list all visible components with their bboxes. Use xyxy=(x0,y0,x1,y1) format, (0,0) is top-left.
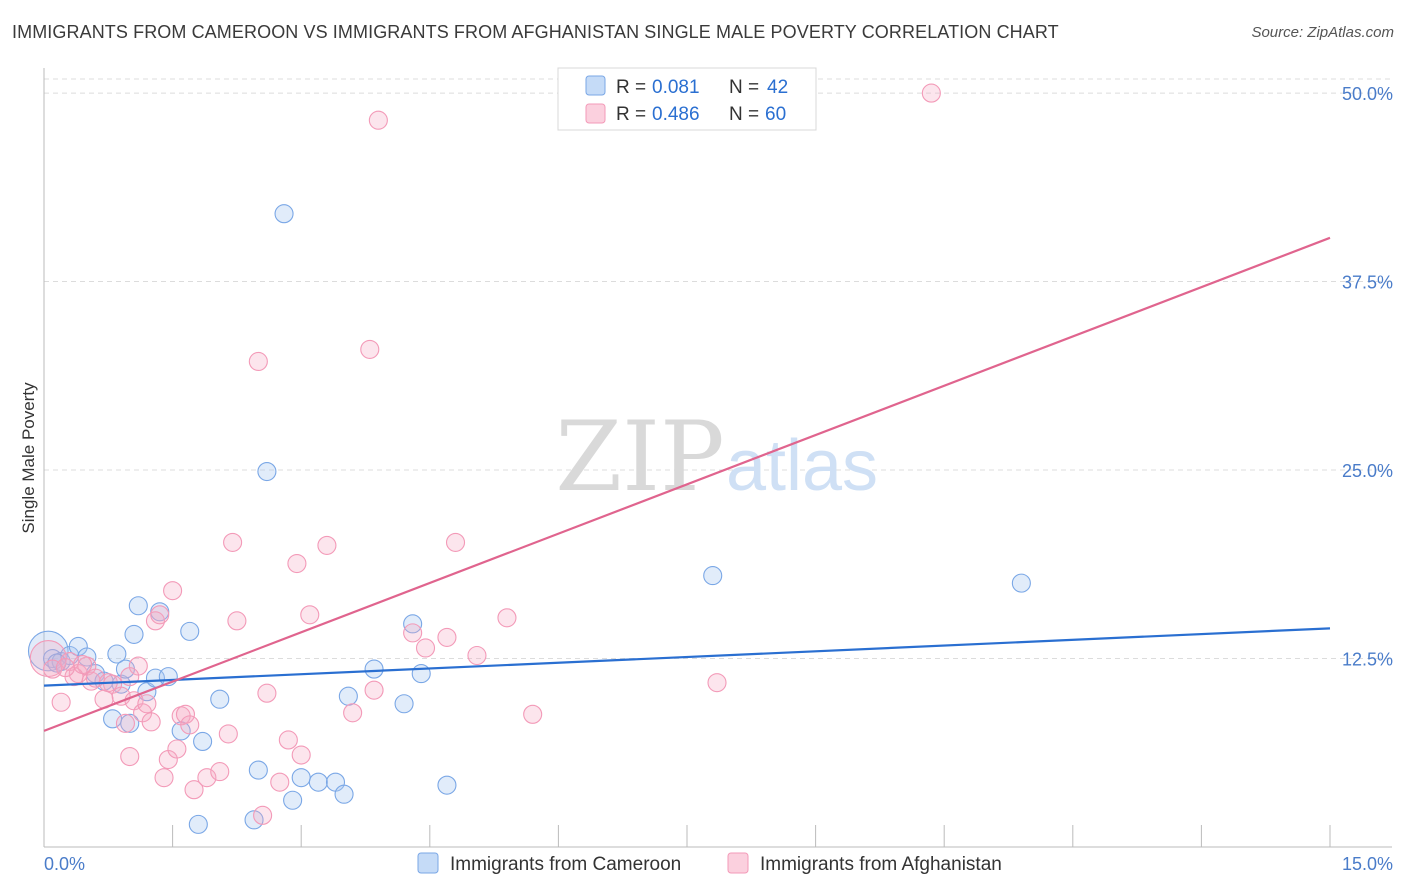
y-tick-label-2: 37.5% xyxy=(1342,273,1393,293)
point-afghanistan-19 xyxy=(150,605,170,625)
trend-lines xyxy=(43,236,1331,732)
point-afghanistan-52 xyxy=(523,704,543,724)
y-tick-label-0: 12.5% xyxy=(1342,650,1393,670)
point-afghanistan-51 xyxy=(497,608,517,628)
point-afghanistan-30 xyxy=(218,724,238,744)
axes xyxy=(43,68,1392,848)
legend-r-value-2: 0.486 xyxy=(652,104,700,125)
point-cameroon-40 xyxy=(1011,573,1031,593)
point-afghanistan-26 xyxy=(180,715,200,735)
legend-swatch-afghanistan xyxy=(585,103,606,124)
point-afghanistan-12 xyxy=(120,746,140,767)
point-afghanistan-2 xyxy=(51,692,71,712)
point-cameroon-30 xyxy=(308,772,328,792)
point-cameroon-12 xyxy=(120,713,140,733)
point-afghanistan-38 xyxy=(287,553,307,574)
bottom-legend-label-afghanistan: Immigrants from Afghanistan xyxy=(760,854,1002,875)
legend-n-label-2: N = xyxy=(729,104,759,125)
point-afghanistan-54 xyxy=(921,83,941,103)
point-afghanistan-22 xyxy=(163,581,183,601)
watermark: ZIP atlas xyxy=(555,401,878,513)
bottom-legend: Immigrants from Cameroon Immigrants from… xyxy=(417,852,1002,875)
point-afghanistan-31 xyxy=(223,532,243,552)
point-afghanistan-27 xyxy=(184,780,204,800)
point-afghanistan-17 xyxy=(141,712,161,732)
point-cameroon-34 xyxy=(364,659,384,679)
point-afghanistan-56 xyxy=(73,655,93,675)
point-afghanistan-40 xyxy=(300,605,320,625)
point-cameroon-35 xyxy=(394,694,414,714)
point-afghanistan-34 xyxy=(253,805,273,825)
point-afghanistan-47 xyxy=(415,638,436,658)
point-cameroon-25 xyxy=(248,760,268,780)
bottom-legend-label-cameroon: Immigrants from Cameroon xyxy=(450,854,681,875)
point-afghanistan-45 xyxy=(368,110,388,130)
point-cameroon-23 xyxy=(210,689,230,709)
point-cameroon-14 xyxy=(128,596,148,616)
point-afghanistan-32 xyxy=(227,611,247,631)
x-tick-label-0: 0.0% xyxy=(44,854,85,874)
point-afghanistan-16 xyxy=(137,694,157,714)
point-afghanistan-36 xyxy=(270,772,290,792)
point-afghanistan-25 xyxy=(175,704,196,724)
y-tick-label-1: 25.0% xyxy=(1342,461,1393,481)
point-afghanistan-33 xyxy=(248,351,268,372)
point-cameroon-38 xyxy=(437,775,457,795)
series-afghanistan-points xyxy=(29,83,941,825)
point-afghanistan-20 xyxy=(154,768,174,788)
legend-r-label-2: R = xyxy=(616,104,646,125)
chart-title: IMMIGRANTS FROM CAMEROON VS IMMIGRANTS F… xyxy=(12,22,1059,42)
legend-r-label-1: R = xyxy=(616,77,646,98)
watermark-atlas: atlas xyxy=(726,426,878,506)
bottom-legend-swatch-cameroon xyxy=(417,852,439,874)
point-afghanistan-50 xyxy=(467,645,487,666)
point-cameroon-32 xyxy=(334,784,354,804)
trend-line-afghanistan xyxy=(43,236,1331,732)
trend-line-cameroon xyxy=(43,627,1331,687)
point-afghanistan-49 xyxy=(445,532,466,552)
point-cameroon-9 xyxy=(107,644,127,664)
legend: R = 0.081 N = 42 R = 0.486 N = 60 xyxy=(557,67,817,131)
point-cameroon-33 xyxy=(338,686,358,706)
tick-labels: 12.5% 25.0% 37.5% 50.0% 0.0% 15.0% xyxy=(44,84,1393,874)
legend-n-value-1: 42 xyxy=(767,77,788,98)
y-tick-label-3: 50.0% xyxy=(1342,84,1393,104)
point-cameroon-26 xyxy=(257,461,277,482)
point-afghanistan-46 xyxy=(403,623,423,643)
point-cameroon-22 xyxy=(193,731,213,752)
chart-source: Source: ZipAtlas.com xyxy=(1251,24,1394,41)
point-cameroon-21 xyxy=(188,814,208,834)
point-cameroon-28 xyxy=(283,790,303,810)
point-cameroon-24 xyxy=(244,810,264,830)
point-cameroon-37 xyxy=(411,664,431,684)
point-afghanistan-48 xyxy=(437,627,457,647)
watermark-zip: ZIP xyxy=(555,401,724,513)
point-cameroon-39 xyxy=(703,566,723,586)
point-cameroon-27 xyxy=(274,204,294,224)
point-afghanistan-44 xyxy=(364,680,384,700)
point-cameroon-29 xyxy=(291,768,311,788)
legend-n-value-2: 60 xyxy=(765,104,786,125)
point-cameroon-13 xyxy=(124,624,144,644)
legend-r-value-1: 0.081 xyxy=(652,77,700,98)
point-afghanistan-11 xyxy=(115,713,135,733)
legend-swatch-cameroon xyxy=(585,75,606,96)
y-axis-title: Single Male Poverty xyxy=(19,382,38,534)
point-afghanistan-42 xyxy=(343,703,363,723)
point-afghanistan-23 xyxy=(167,739,187,759)
point-afghanistan-35 xyxy=(257,683,277,703)
point-afghanistan-53 xyxy=(707,673,727,693)
bottom-legend-swatch-afghanistan xyxy=(727,852,749,874)
point-afghanistan-59 xyxy=(55,658,75,678)
point-afghanistan-41 xyxy=(317,535,337,555)
point-afghanistan-43 xyxy=(360,339,380,359)
series-cameroon-points xyxy=(27,204,1031,834)
point-afghanistan-39 xyxy=(291,745,311,765)
point-afghanistan-29 xyxy=(210,762,230,782)
x-tick-label-1: 15.0% xyxy=(1342,854,1393,874)
point-cameroon-20 xyxy=(180,621,200,641)
point-afghanistan-37 xyxy=(278,730,298,750)
legend-n-label-1: N = xyxy=(729,77,759,98)
